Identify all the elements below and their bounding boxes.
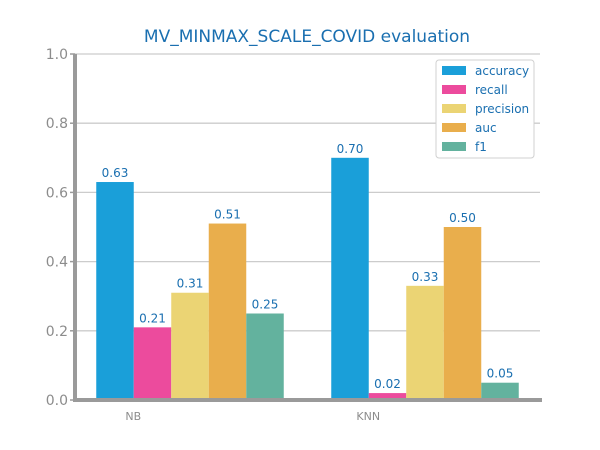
data-label: 0.63 xyxy=(102,166,129,180)
data-labels: 0.63 0.21 0.31 0.51 0.25 0.70 0.02 0.33 0.50 0.05 xyxy=(102,142,514,391)
legend-label-accuracy: accuracy xyxy=(475,64,529,78)
y-tick-label: 0.2 xyxy=(46,324,68,340)
bar-f1-knn xyxy=(481,382,519,400)
legend-swatch-precision xyxy=(442,104,466,113)
y-axis-ticks: 0.0 0.2 0.4 0.6 0.8 1.0 xyxy=(46,47,75,409)
y-tick-label: 0.0 xyxy=(46,393,68,409)
chart-title: MV_MINMAX_SCALE_COVID evaluation xyxy=(144,27,470,47)
legend-swatch-accuracy xyxy=(442,66,466,75)
y-tick-label: 0.6 xyxy=(46,185,68,201)
data-label: 0.05 xyxy=(487,367,514,381)
bar-accuracy-knn xyxy=(331,157,369,400)
bar-precision-nb xyxy=(171,292,209,400)
x-axis-ticks: NB KNN xyxy=(125,410,380,423)
data-label: 0.21 xyxy=(139,311,166,325)
bar-auc-nb xyxy=(208,223,247,400)
y-tick-label: 0.4 xyxy=(46,255,68,271)
y-tick-label: 1.0 xyxy=(46,47,68,63)
bars xyxy=(96,157,519,400)
data-label: 0.02 xyxy=(374,377,401,391)
bar-auc-knn xyxy=(443,227,482,400)
bar-accuracy-nb xyxy=(96,182,134,400)
data-label: 0.25 xyxy=(252,298,279,312)
bar-recall-nb xyxy=(133,327,172,400)
data-label: 0.51 xyxy=(214,208,241,222)
bar-f1-nb xyxy=(246,313,284,400)
data-label: 0.33 xyxy=(412,270,439,284)
legend-swatch-auc xyxy=(442,123,466,132)
legend-label-f1: f1 xyxy=(475,140,487,154)
bar-precision-knn xyxy=(406,285,444,400)
data-label: 0.50 xyxy=(449,211,476,225)
legend-label-precision: precision xyxy=(475,102,529,116)
data-label: 0.70 xyxy=(337,142,364,156)
axes xyxy=(73,54,542,402)
data-label: 0.31 xyxy=(177,277,204,291)
bar-recall-knn xyxy=(368,393,407,400)
legend-label-auc: auc xyxy=(475,121,497,135)
legend-swatch-f1 xyxy=(442,142,466,151)
legend-label-recall: recall xyxy=(475,83,508,97)
legend: accuracy recall precision auc f1 xyxy=(435,59,535,159)
legend-box xyxy=(435,59,535,159)
legend-swatch-recall xyxy=(442,85,466,94)
x-tick-label: KNN xyxy=(356,410,380,423)
y-tick-label: 0.8 xyxy=(46,116,68,132)
x-tick-label: NB xyxy=(125,410,141,423)
